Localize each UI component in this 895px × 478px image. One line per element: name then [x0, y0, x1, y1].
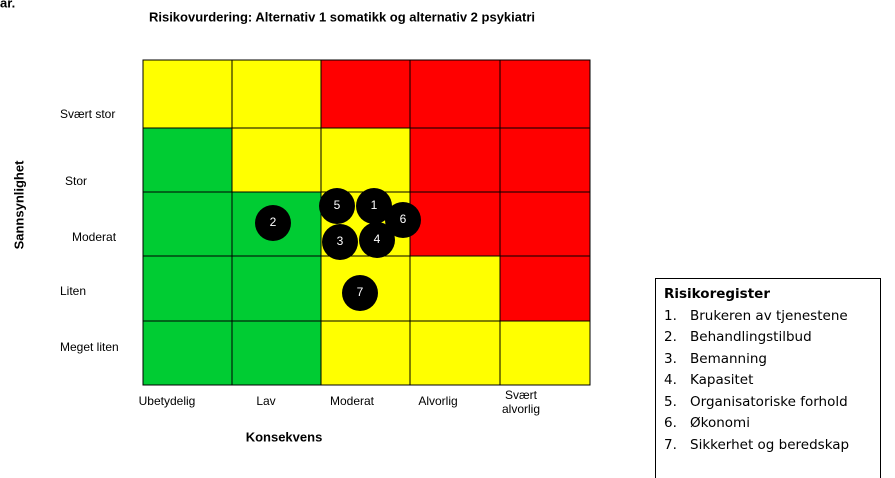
matrix-cell [499, 255, 591, 322]
matrix-cell [499, 191, 591, 257]
risk-marker [255, 205, 291, 241]
item-text: Bemanning [690, 350, 767, 367]
column-label: Ubetydelig [139, 394, 196, 408]
risk-marker [385, 202, 421, 238]
risk-marker [322, 224, 358, 260]
item-number: 7. [664, 436, 677, 453]
risk-marker-label: 3 [337, 234, 344, 248]
risk-marker-label: 7 [357, 285, 364, 299]
item-number: 2. [664, 329, 677, 345]
item-text: Økonomi [690, 415, 750, 431]
column-label: Moderat [330, 394, 375, 408]
risk-marker [356, 188, 392, 224]
register-item: 1. Brukeren av tjenestene [664, 306, 872, 328]
matrix-cell [499, 59, 591, 129]
y-axis-label: Sannsynlighet [11, 160, 26, 250]
risk-marker [319, 188, 355, 224]
matrix-cell [320, 59, 411, 129]
register-item: 2. Behandlingstilbud [664, 327, 872, 349]
matrix-cell [409, 255, 501, 322]
item-number: 6. [664, 415, 677, 431]
item-number: 1. [664, 307, 677, 324]
register-item: 7. Sikkerhet og beredskap [664, 435, 872, 457]
matrix-cell [231, 59, 322, 129]
register-title: Risikoregister [664, 286, 770, 302]
matrix-cell [320, 320, 411, 386]
matrix-cell [409, 191, 501, 257]
register-item: 3. Bemanning [664, 349, 872, 371]
matrix-cell [142, 59, 233, 129]
item-text: Sikkerhet og beredskap [690, 436, 850, 453]
x-axis-label: Konsekvens [246, 429, 323, 444]
matrix-cell [409, 320, 501, 386]
matrix-cell [320, 127, 411, 193]
matrix-cell [142, 320, 233, 386]
matrix-cell [231, 127, 322, 193]
item-text: Kapasitet [690, 372, 754, 388]
risk-marker-label: 2 [270, 215, 277, 229]
risk-matrix: ar. Risikovurdering: Alternativ 1 somati… [0, 0, 591, 444]
item-number: 3. [664, 350, 677, 367]
item-text: Behandlingstilbud [690, 329, 812, 345]
row-label: Liten [60, 284, 86, 298]
risk-register: Risikoregister 1. Brukeren av tjenestene 2… [655, 278, 881, 478]
register-item: 6. Økonomi [664, 413, 872, 435]
risk-marker [359, 222, 395, 258]
risk-marker-label: 6 [400, 212, 407, 226]
fragment: ar. [0, 0, 15, 10]
matrix-cell [142, 255, 233, 322]
column-label: Alvorlig [418, 394, 457, 408]
matrix-cell [231, 320, 322, 386]
row-label: Moderat [72, 230, 117, 244]
matrix-cell [499, 127, 591, 193]
matrix-cell [409, 127, 501, 193]
risk-marker-label: 1 [371, 198, 378, 212]
item-number: 4. [664, 372, 677, 388]
item-number: 5. [664, 393, 677, 410]
column-label: Svært alvorlig [502, 388, 540, 416]
row-label: Svært stor [60, 107, 115, 121]
item-text: Organisatoriske forhold [690, 393, 848, 410]
item-text: Brukeren av tjenestene [690, 307, 848, 324]
column-label: Lav [256, 394, 275, 408]
matrix-cell [499, 320, 591, 386]
row-label: Stor [65, 174, 87, 188]
matrix-cell [142, 191, 233, 257]
register-item: 4. Kapasitet [664, 370, 872, 392]
row-label: Meget liten [60, 340, 119, 354]
matrix-cell [142, 127, 233, 193]
register-item: 5. Organisatoriske forhold [664, 392, 872, 414]
matrix-cell [231, 255, 322, 322]
risk-marker-label: 5 [334, 198, 341, 212]
title: Risikovurdering: Alternativ 1 somatikk o… [149, 9, 535, 24]
matrix-cell [409, 59, 501, 129]
risk-marker-label: 4 [374, 232, 381, 246]
risk-marker [342, 275, 378, 311]
